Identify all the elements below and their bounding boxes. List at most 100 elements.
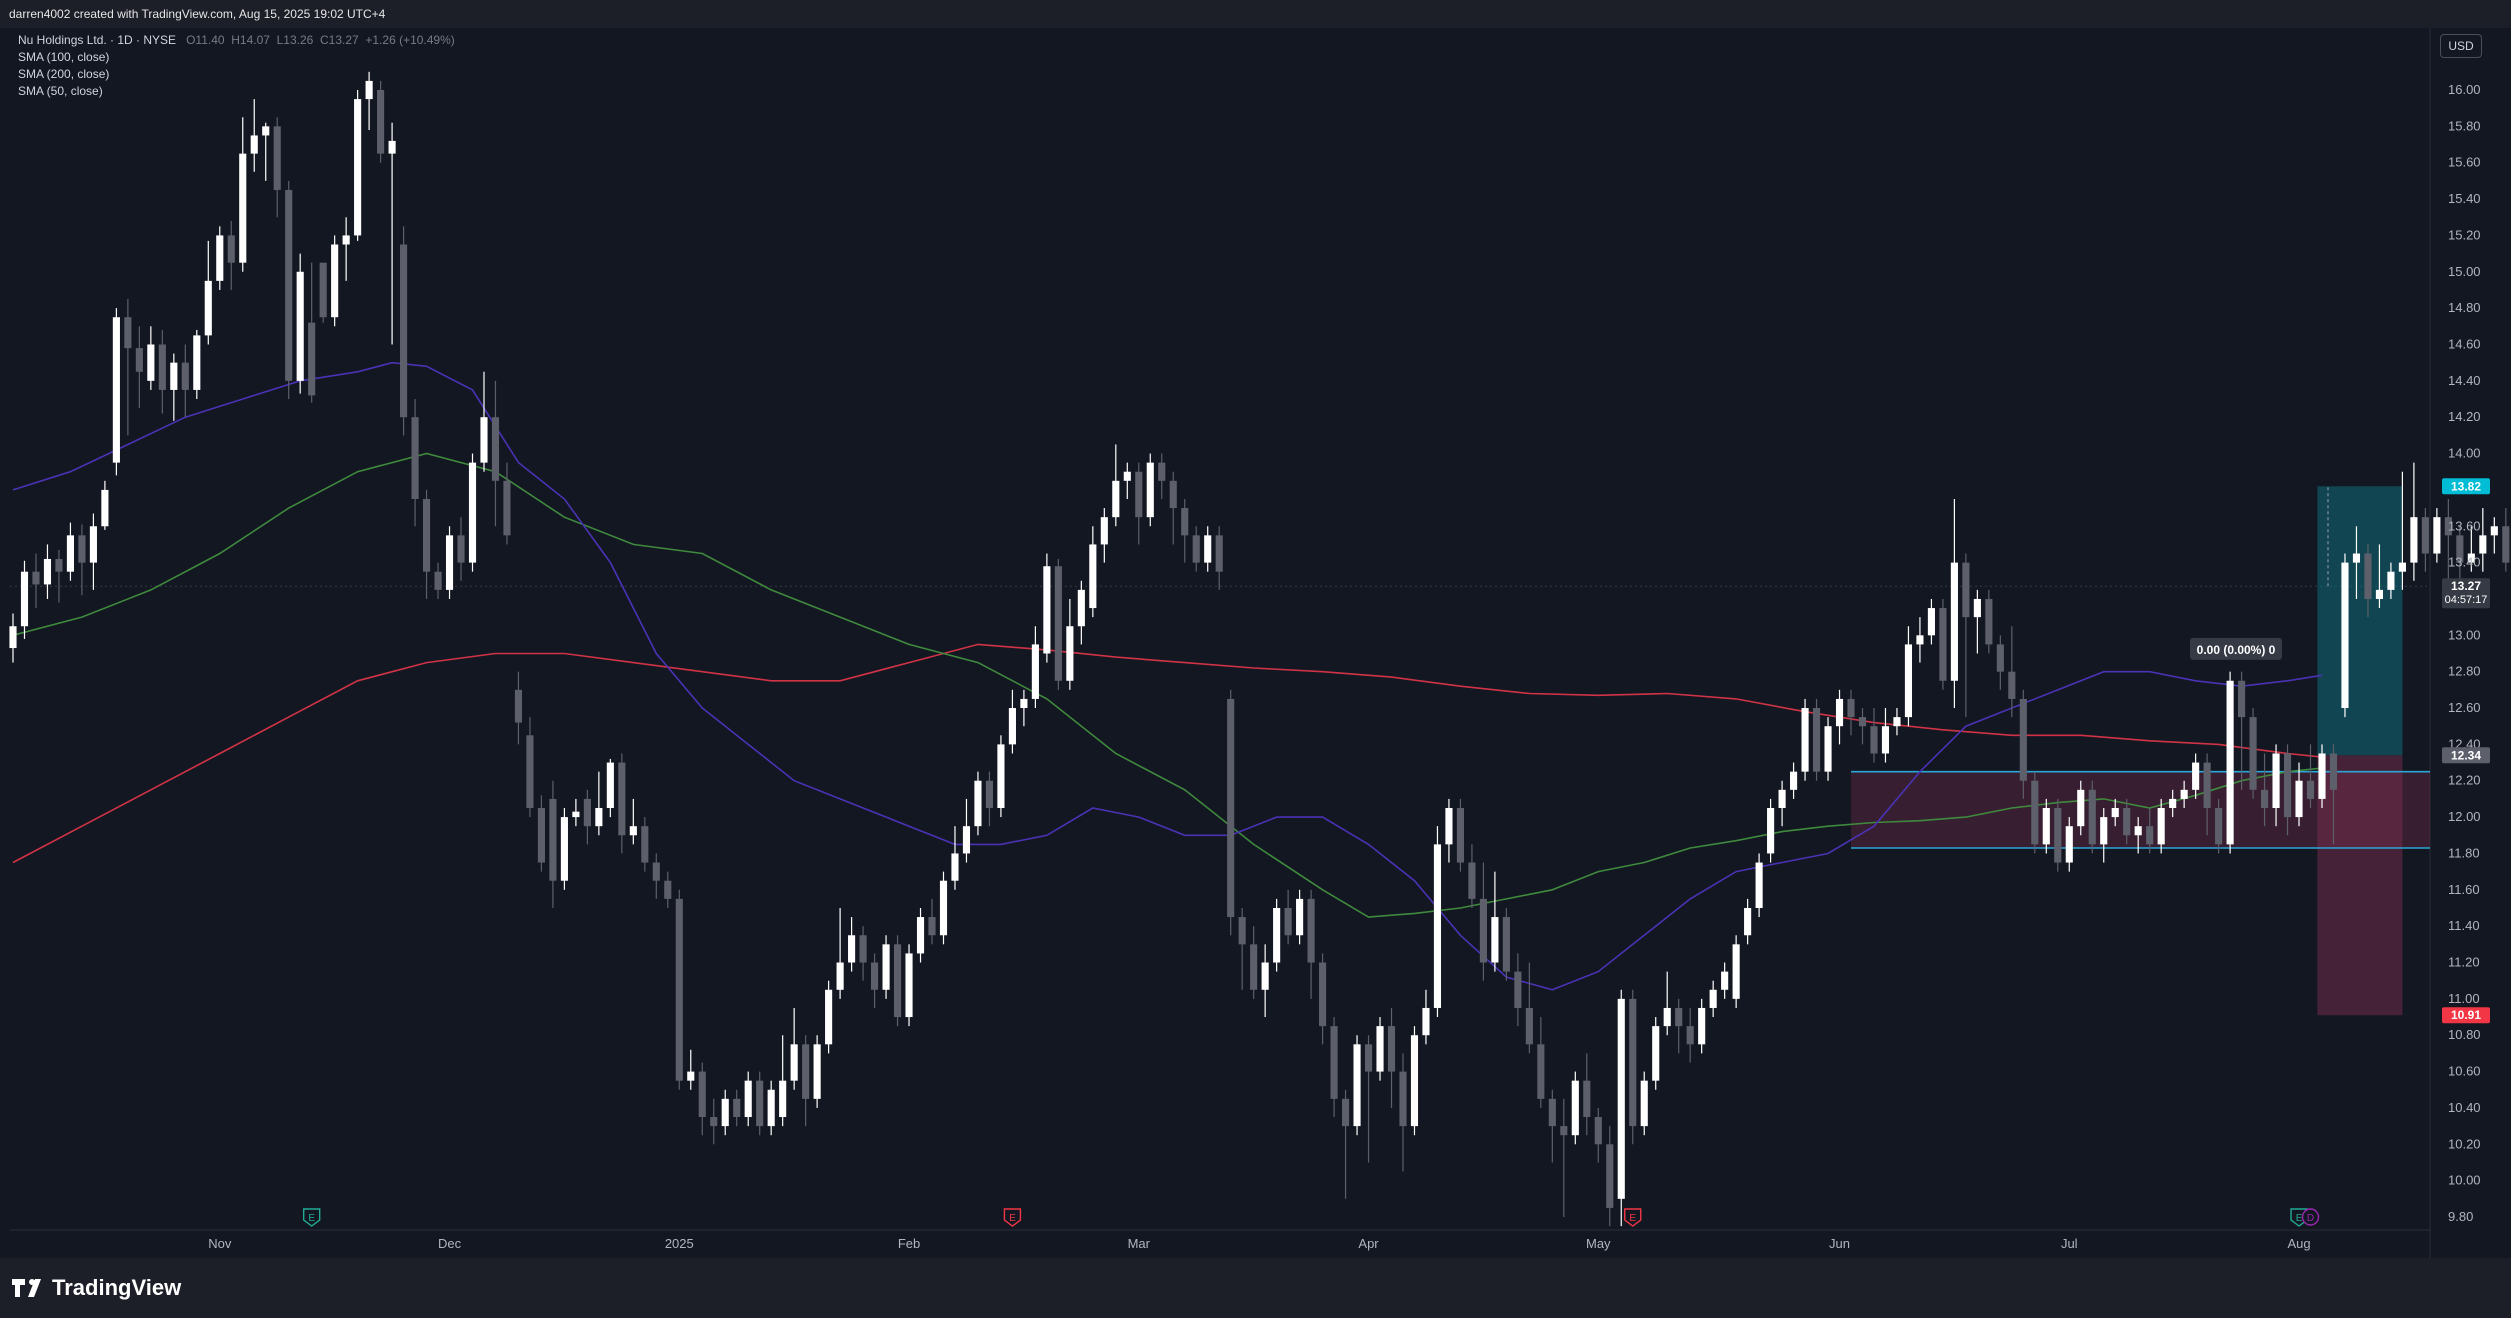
candle-body — [1606, 1144, 1614, 1208]
candle-body — [1698, 1007, 1706, 1045]
candle-body — [733, 1098, 741, 1118]
dividend-marker-circle — [2301, 1208, 2320, 1226]
candle-body — [1215, 535, 1223, 572]
candle-body — [1858, 717, 1867, 727]
candle-body — [2341, 562, 2349, 709]
candle-body — [1583, 1080, 1591, 1118]
candle-body — [2249, 717, 2257, 790]
price-tag-value: 10.91 — [2451, 1008, 2481, 1022]
candle-body — [296, 271, 304, 381]
candle-body — [1158, 462, 1166, 481]
candle-body — [1227, 698, 1235, 918]
candle — [1583, 1053, 1591, 1136]
candle-body — [20, 571, 29, 627]
candle-body — [1422, 1007, 1430, 1036]
y-tick-label: 14.40 — [2448, 373, 2481, 388]
candle — [2398, 471, 2406, 590]
candle-body — [2238, 680, 2246, 718]
candle-body — [1261, 962, 1269, 990]
candle — [710, 1098, 718, 1145]
candle — [158, 329, 166, 414]
candle-body — [445, 535, 454, 590]
candle-body — [1296, 898, 1304, 936]
candle-body — [1767, 808, 1775, 854]
candle-body — [1629, 998, 1637, 1127]
candle-body — [2295, 780, 2303, 818]
candle — [1560, 1098, 1568, 1217]
candle — [1479, 862, 1487, 981]
candle-body — [1307, 898, 1315, 963]
top-bar: darren4002 created with TradingView.com,… — [0, 0, 2511, 28]
candle-body — [825, 989, 833, 1045]
candle-body — [1066, 626, 1074, 681]
y-tick-label: 15.40 — [2448, 191, 2481, 206]
candle-body — [836, 962, 844, 990]
candle-body — [1652, 1026, 1660, 1081]
candle — [629, 798, 637, 845]
candle — [55, 549, 63, 603]
candle — [2433, 508, 2441, 563]
ohlc-open-label: O — [186, 33, 196, 47]
candle-body — [2421, 517, 2429, 554]
candle — [1296, 889, 1304, 945]
candle-body — [2203, 762, 2211, 809]
y-tick-label: 15.00 — [2448, 264, 2481, 279]
candle — [1893, 708, 1901, 736]
candle — [1927, 598, 1935, 645]
candle-body — [1112, 480, 1120, 518]
candle — [1985, 589, 1993, 654]
candle — [112, 308, 120, 476]
candle-body — [2283, 753, 2292, 818]
candle — [859, 926, 867, 981]
indicator-sma-50[interactable]: SMA (50, close) — [18, 84, 103, 98]
candle — [1468, 844, 1476, 908]
y-tick-label: 12.80 — [2448, 664, 2481, 679]
candle-body — [652, 862, 660, 881]
candle-body — [2410, 517, 2418, 563]
ohlc-change: +1.26 (+10.49%) — [365, 33, 455, 47]
candle-body — [342, 235, 350, 245]
candle-body — [2352, 553, 2361, 563]
indicator-sma-200[interactable]: SMA (200, close) — [18, 67, 110, 81]
candle-body — [1008, 708, 1016, 745]
chart-legend: Nu Holdings Ltd. · 1D · NYSE O11.40 H14.… — [18, 32, 455, 100]
candle-body — [905, 953, 913, 1018]
candle — [2272, 744, 2280, 827]
y-tick-label: 13.40 — [2448, 555, 2481, 570]
candle — [997, 735, 1005, 818]
candle — [1261, 944, 1269, 1018]
candle — [1939, 598, 1947, 690]
candle-body — [1100, 517, 1108, 545]
candle — [802, 1035, 810, 1127]
currency-button[interactable]: USD — [2440, 34, 2482, 58]
candle — [1146, 453, 1154, 527]
indicator-sma-100[interactable]: SMA (100, close) — [18, 50, 110, 64]
candle-body — [1364, 1044, 1373, 1072]
candle — [652, 853, 660, 899]
candle-body — [2192, 762, 2200, 790]
candle — [1824, 717, 1832, 781]
candle — [962, 798, 971, 863]
candle — [32, 553, 40, 609]
candle — [893, 935, 902, 1027]
candle — [1410, 1026, 1419, 1136]
candle-body — [158, 344, 166, 390]
candle-body — [583, 798, 591, 827]
candle — [1721, 962, 1729, 999]
candle-body — [2375, 589, 2383, 599]
tradingview-logo[interactable]: TradingView — [12, 1275, 181, 1301]
candle — [1835, 689, 1844, 745]
candle-body — [2490, 526, 2498, 536]
y-tick-label: 14.20 — [2448, 409, 2481, 424]
candle — [1364, 1035, 1373, 1163]
candle-body — [848, 935, 856, 963]
candle-body — [388, 140, 396, 154]
candle-body — [1790, 771, 1798, 790]
candle-body — [1433, 844, 1442, 1008]
candle-body — [422, 498, 431, 572]
position-profit-zone — [2317, 486, 2403, 756]
chart-area[interactable] — [10, 28, 2501, 1258]
candle — [2134, 817, 2142, 854]
candle-body — [767, 1089, 775, 1127]
